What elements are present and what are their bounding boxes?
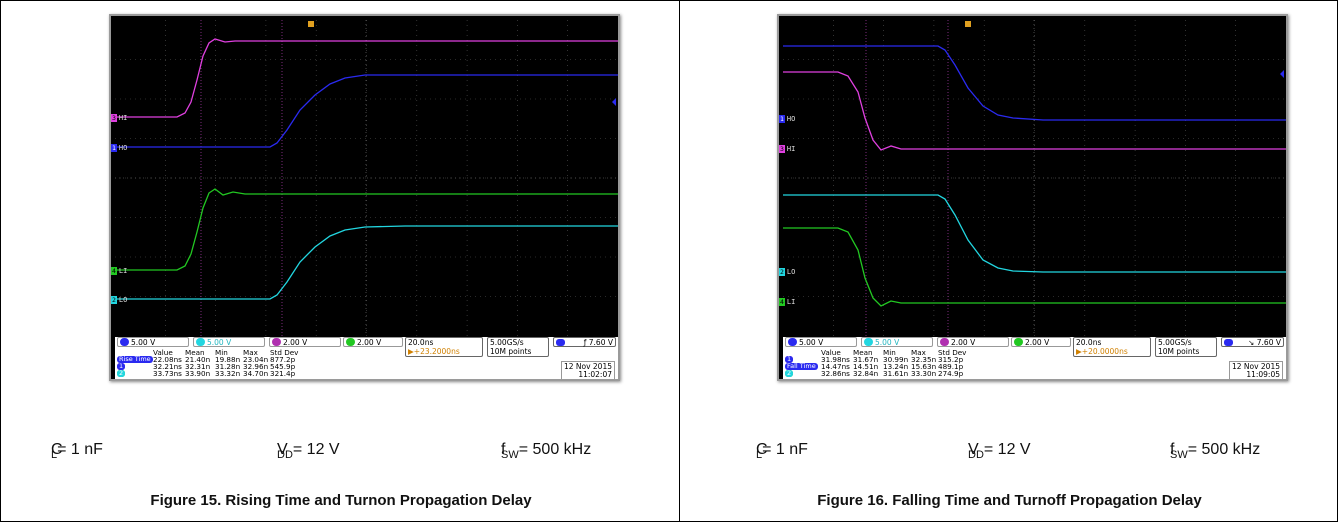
channel-1-scale: 5.00 V bbox=[117, 337, 189, 347]
trace-ho bbox=[115, 74, 618, 148]
channel-2-scale: 5.00 V bbox=[193, 337, 265, 347]
trace-label: 4 LI bbox=[111, 267, 128, 275]
channel-3-scale: 2.00 V bbox=[269, 337, 341, 347]
acquisition-box: 5.00GS/s 10M points bbox=[487, 337, 549, 357]
fsw-condition: f SW = 500 kHz bbox=[1170, 441, 1261, 462]
trigger-marker-icon bbox=[965, 21, 971, 27]
trace-label: 3 HI bbox=[779, 145, 796, 153]
oscilloscope-screenshot: 1 HO 3 HI 2 LO 4 LI 5.00 V 5.00 V 2.00 V 2.0… bbox=[777, 14, 1288, 381]
trigger-marker-icon bbox=[308, 21, 314, 27]
oscilloscope-screenshot: 3 HI 1 HO 4 LI 2 LO 5.00 V 5.00 V 2.00 V 2.0… bbox=[109, 14, 620, 381]
trace-hi bbox=[783, 71, 1286, 151]
scope-display: 1 HO 3 HI 2 LO 4 LI bbox=[779, 20, 1286, 336]
waveform-plot bbox=[783, 20, 1286, 336]
scope-info-bar: 5.00 V 5.00 V 2.00 V 2.00 V 20.0ns ▶+23.2… bbox=[115, 337, 618, 381]
scope-timestamp: 12 Nov 2015 11:09:05 bbox=[1228, 361, 1283, 381]
acquisition-box: 5.00GS/s 10M points bbox=[1155, 337, 1217, 357]
channel-3-scale: 2.00 V bbox=[937, 337, 1009, 347]
timebase-box: 20.0ns ▶+20.0000ns bbox=[1073, 337, 1151, 357]
channel-4-scale: 2.00 V bbox=[343, 337, 403, 347]
waveform-plot bbox=[115, 20, 618, 336]
figure-16-panel: 1 HO 3 HI 2 LO 4 LI 5.00 V 5.00 V 2.00 V 2.0… bbox=[679, 0, 1338, 522]
figure-15-panel: 3 HI 1 HO 4 LI 2 LO 5.00 V 5.00 V 2.00 V 2.0… bbox=[0, 0, 680, 522]
trigger-box: ↘ 7.60 V bbox=[1221, 337, 1284, 347]
trace-ho bbox=[783, 45, 1286, 121]
channel-2-scale: 5.00 V bbox=[861, 337, 933, 347]
figure-caption: Figure 15. Rising Time and Turnon Propag… bbox=[150, 492, 532, 509]
trace-label: 4 LI bbox=[779, 298, 796, 306]
level-marker-icon bbox=[1280, 70, 1284, 78]
trace-lo bbox=[783, 194, 1286, 273]
level-marker-icon bbox=[612, 98, 616, 106]
trace-hi bbox=[115, 38, 618, 118]
trace-li bbox=[783, 227, 1286, 307]
scope-display: 3 HI 1 HO 4 LI 2 LO bbox=[111, 20, 618, 336]
scope-info-bar: 5.00 V 5.00 V 2.00 V 2.00 V 20.0ns ▶+20.0… bbox=[783, 337, 1286, 381]
channel-4-scale: 2.00 V bbox=[1011, 337, 1071, 347]
trigger-box: ƒ 7.60 V bbox=[553, 337, 616, 347]
vdd-condition: V DD = 12 V bbox=[968, 441, 1031, 462]
scope-timestamp: 12 Nov 2015 11:02:07 bbox=[560, 361, 615, 381]
figure-caption: Figure 16. Falling Time and Turnoff Prop… bbox=[817, 492, 1202, 509]
fsw-condition: f SW = 500 kHz bbox=[501, 441, 592, 462]
trace-label: 1 HO bbox=[779, 115, 796, 123]
timebase-box: 20.0ns ▶+23.2000ns bbox=[405, 337, 483, 357]
trace-label: 1 HO bbox=[111, 144, 128, 152]
trace-lo bbox=[115, 225, 618, 300]
vdd-condition: V DD = 12 V bbox=[277, 441, 340, 462]
trace-label: 2 LO bbox=[779, 268, 796, 276]
trace-li bbox=[115, 188, 618, 271]
trace-label: 3 HI bbox=[111, 114, 128, 122]
trace-label: 2 LO bbox=[111, 296, 128, 304]
channel-1-scale: 5.00 V bbox=[785, 337, 857, 347]
